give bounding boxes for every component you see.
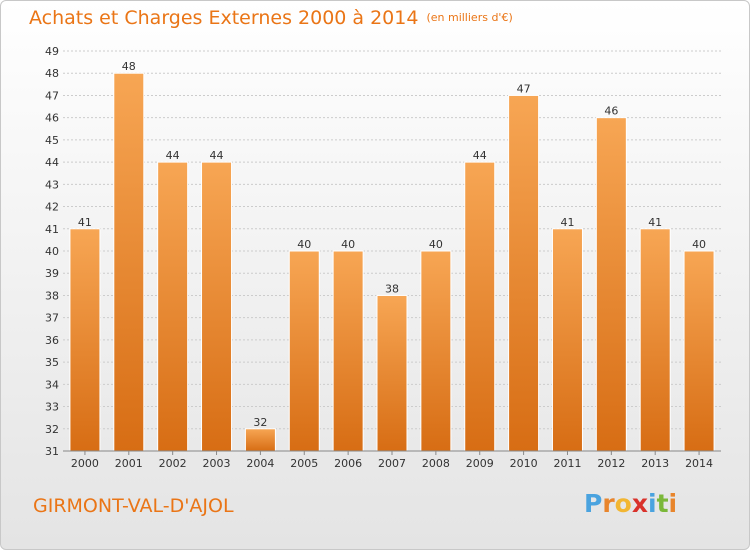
bar — [683, 250, 715, 452]
bar — [244, 428, 276, 452]
logo-letter: o — [614, 489, 632, 518]
x-tick-label: 2007 — [378, 457, 406, 470]
y-tick-label: 37 — [45, 312, 59, 325]
data-label: 40 — [341, 238, 355, 251]
y-tick-label: 36 — [45, 334, 59, 347]
data-label: 44 — [210, 149, 224, 162]
data-label: 41 — [560, 216, 574, 229]
x-tick-label: 2009 — [466, 457, 494, 470]
x-tick-label: 2006 — [334, 457, 362, 470]
chart-unit: (en milliers d'€) — [426, 11, 513, 24]
x-tick-label: 2013 — [641, 457, 669, 470]
data-label: 44 — [473, 149, 487, 162]
data-label: 40 — [692, 238, 706, 251]
x-tick-label: 2001 — [115, 457, 143, 470]
x-tick-label: 2008 — [422, 457, 450, 470]
x-tick-label: 2012 — [597, 457, 625, 470]
bar — [464, 161, 496, 452]
bar — [639, 228, 671, 452]
x-tick-label: 2005 — [290, 457, 318, 470]
town-name: GIRMONT-VAL-D'AJOL — [33, 495, 234, 517]
data-label: 48 — [122, 60, 136, 73]
bar — [201, 161, 233, 452]
y-tick-label: 33 — [45, 401, 59, 414]
y-tick-label: 40 — [45, 245, 59, 258]
y-tick-label: 42 — [45, 201, 59, 214]
y-tick-label: 44 — [45, 156, 59, 169]
x-tick-label: 2011 — [553, 457, 581, 470]
y-tick-label: 31 — [45, 445, 59, 458]
chart-title: Achats et Charges Externes 2000 à 2014 (e… — [29, 7, 513, 29]
data-label: 40 — [297, 238, 311, 251]
bar — [157, 161, 189, 452]
y-tick-label: 38 — [45, 289, 59, 302]
x-tick-label: 2000 — [71, 457, 99, 470]
x-tick-label: 2010 — [510, 457, 538, 470]
x-tick-label: 2004 — [246, 457, 274, 470]
bar — [69, 228, 101, 452]
bar — [288, 250, 320, 452]
logo-letter: r — [602, 489, 615, 518]
y-tick-label: 43 — [45, 178, 59, 191]
proxiti-logo: Proxiti — [584, 489, 677, 518]
data-label: 32 — [253, 416, 267, 429]
bar — [551, 228, 583, 452]
logo-letter: i — [648, 489, 657, 518]
bar — [113, 72, 145, 452]
y-tick-label: 49 — [45, 45, 59, 58]
y-tick-label: 34 — [45, 378, 59, 391]
logo-letter: i — [668, 489, 678, 518]
bar — [420, 250, 452, 452]
y-axis-ticks: 31 32 33 34 35 36 37 38 39 40 41 42 43 44 45 46 47 48 49 — [45, 45, 59, 458]
y-tick-label: 47 — [45, 89, 59, 102]
bar — [595, 117, 627, 452]
y-tick-label: 48 — [45, 67, 59, 80]
chart-title-text: Achats et Charges Externes 2000 à 2014 — [29, 7, 419, 29]
y-tick-label: 45 — [45, 134, 59, 147]
x-tick-label: 2014 — [685, 457, 713, 470]
bars — [69, 72, 715, 452]
data-labels: 41 48 44 44 32 40 40 38 40 44 47 41 46 41 40 — [78, 60, 706, 429]
y-tick-label: 32 — [45, 423, 59, 436]
data-label: 46 — [604, 105, 618, 118]
logo-letter: P — [584, 489, 603, 518]
data-label: 44 — [166, 149, 180, 162]
y-tick-label: 46 — [45, 112, 59, 125]
y-tick-label: 35 — [45, 356, 59, 369]
y-tick-label: 39 — [45, 267, 59, 280]
bar — [508, 94, 540, 452]
data-label: 47 — [517, 82, 531, 95]
x-tick-label: 2003 — [203, 457, 231, 470]
data-label: 41 — [648, 216, 662, 229]
data-label: 41 — [78, 216, 92, 229]
data-label: 38 — [385, 282, 399, 295]
y-tick-label: 41 — [45, 223, 59, 236]
data-label: 40 — [429, 238, 443, 251]
x-axis-ticks: 2000 2001 2002 2003 2004 2005 2006 2007 2008 2009… — [71, 451, 713, 470]
bar — [376, 294, 408, 452]
logo-letter: t — [656, 489, 669, 518]
bar — [332, 250, 364, 452]
x-tick-label: 2002 — [159, 457, 187, 470]
logo-letter: x — [631, 489, 648, 518]
